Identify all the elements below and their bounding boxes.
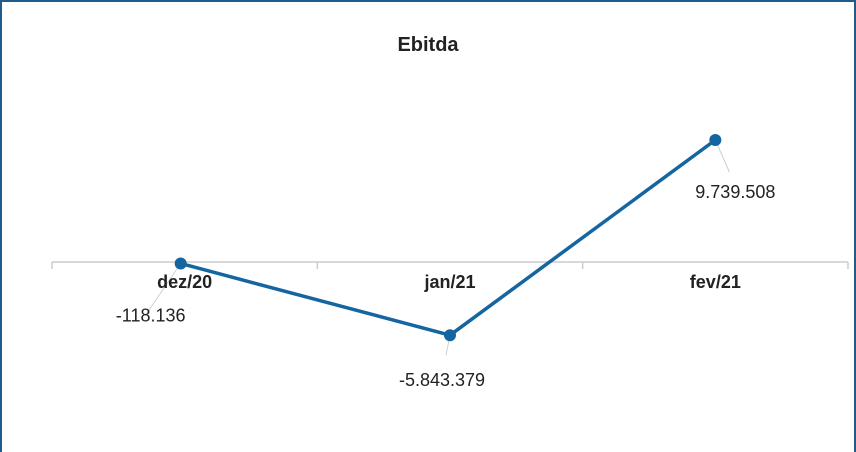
data-point [444,329,456,342]
data-point [709,134,722,146]
chart-title: Ebitda [397,34,459,56]
data-label-leader [146,263,182,314]
data-label: -5.843.379 [399,370,485,390]
x-tick-label: jan/21 [423,272,475,292]
data-label: 9.739.508 [695,182,775,202]
x-tick-label: dez/20 [157,272,212,292]
x-tick-label: fev/21 [690,272,741,292]
data-label: -118.136 [116,305,186,325]
data-point [174,257,187,270]
series-line [180,138,717,337]
